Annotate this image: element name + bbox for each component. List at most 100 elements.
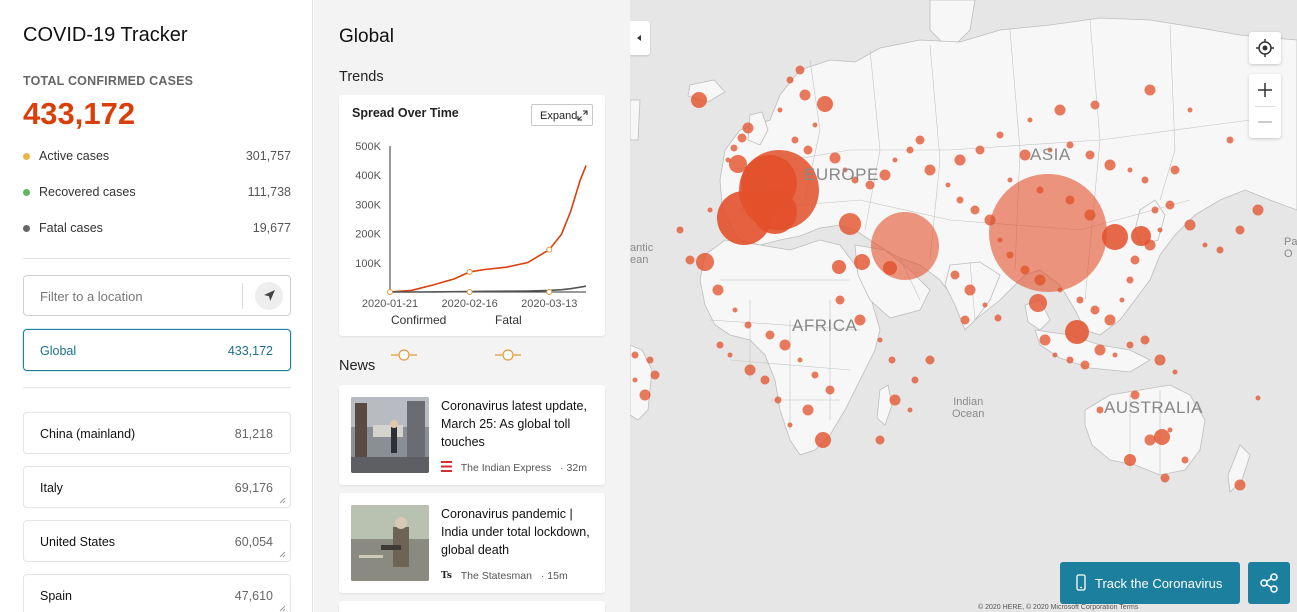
case-bubble[interactable] — [1027, 117, 1033, 123]
case-bubble[interactable] — [1020, 265, 1030, 275]
news-card[interactable] — [339, 601, 605, 612]
case-bubble[interactable] — [730, 144, 738, 152]
case-bubble[interactable] — [725, 157, 731, 163]
case-bubble[interactable] — [875, 435, 885, 445]
case-bubble[interactable] — [676, 226, 684, 234]
case-bubble[interactable] — [1052, 352, 1058, 358]
case-bubble[interactable] — [907, 407, 913, 413]
case-bubble[interactable] — [742, 122, 754, 134]
case-bubble[interactable] — [1084, 209, 1096, 221]
case-bubble[interactable] — [996, 131, 1004, 139]
case-bubble[interactable] — [812, 122, 818, 128]
case-bubble[interactable] — [1127, 167, 1133, 173]
case-bubble[interactable] — [1036, 186, 1044, 194]
case-bubble[interactable] — [1255, 395, 1261, 401]
case-bubble[interactable] — [854, 314, 866, 326]
zoom-in-button[interactable] — [1249, 74, 1281, 106]
case-bubble[interactable] — [1119, 297, 1125, 303]
case-bubble[interactable] — [964, 284, 976, 296]
case-bubble[interactable] — [956, 196, 964, 204]
case-bubble[interactable] — [997, 237, 1003, 243]
location-filter-input[interactable]: Filter to a location — [40, 289, 143, 304]
case-bubble[interactable] — [924, 164, 936, 176]
case-bubble[interactable] — [646, 356, 654, 364]
case-bubble[interactable] — [1144, 434, 1156, 446]
case-bubble[interactable] — [639, 389, 651, 401]
case-bubble[interactable] — [707, 207, 713, 213]
case-bubble[interactable] — [712, 284, 724, 296]
case-bubble[interactable] — [1054, 104, 1066, 116]
case-bubble[interactable] — [1080, 360, 1090, 370]
case-bubble[interactable] — [1126, 341, 1134, 349]
case-bubble[interactable] — [1102, 224, 1128, 250]
case-bubble[interactable] — [1165, 200, 1175, 210]
case-bubble[interactable] — [970, 205, 980, 215]
case-bubble[interactable] — [975, 145, 985, 155]
case-bubble[interactable] — [1160, 473, 1170, 483]
case-bubble[interactable] — [892, 157, 898, 163]
case-bubble[interactable] — [842, 167, 848, 173]
case-bubble[interactable] — [729, 155, 747, 173]
news-card[interactable]: Coronavirus pandemic | India under total… — [339, 493, 605, 593]
case-bubble[interactable] — [1104, 314, 1116, 326]
case-bubble[interactable] — [787, 422, 793, 428]
case-bubble[interactable] — [1151, 206, 1159, 214]
location-filter[interactable]: Filter to a location — [23, 275, 291, 316]
locate-button[interactable] — [1249, 32, 1281, 64]
case-bubble[interactable] — [1235, 225, 1245, 235]
case-bubble[interactable] — [803, 145, 813, 155]
news-card[interactable]: Coronavirus latest update, March 25: As … — [339, 385, 605, 485]
case-bubble[interactable] — [765, 330, 775, 340]
case-bubble[interactable] — [954, 154, 966, 166]
case-bubble[interactable] — [865, 180, 875, 190]
case-bubble[interactable] — [839, 213, 861, 235]
case-bubble[interactable] — [777, 107, 783, 113]
case-bubble[interactable] — [799, 89, 811, 101]
case-bubble[interactable] — [825, 385, 835, 395]
case-bubble[interactable] — [883, 261, 897, 275]
case-bubble[interactable] — [1170, 165, 1180, 175]
case-bubble[interactable] — [1252, 204, 1264, 216]
case-bubble[interactable] — [1172, 369, 1178, 375]
case-bubbles[interactable] — [631, 65, 1264, 491]
case-bubble[interactable] — [1202, 242, 1208, 248]
case-bubble[interactable] — [1085, 150, 1095, 160]
case-bubble[interactable] — [1034, 274, 1046, 286]
case-bubble[interactable] — [1104, 159, 1116, 171]
case-bubble[interactable] — [1181, 456, 1189, 464]
case-bubble[interactable] — [889, 394, 901, 406]
case-bubble[interactable] — [1154, 354, 1166, 366]
case-bubble[interactable] — [982, 302, 988, 308]
share-button[interactable] — [1248, 562, 1290, 604]
location-card-global[interactable]: Global 433,172 — [23, 329, 291, 371]
case-bubble[interactable] — [1006, 251, 1014, 259]
case-bubble[interactable] — [915, 135, 925, 145]
case-bubble[interactable] — [1226, 136, 1234, 144]
locate-me-button[interactable] — [255, 282, 283, 310]
case-bubble[interactable] — [1047, 147, 1053, 153]
case-bubble[interactable] — [1094, 344, 1106, 356]
case-bubble[interactable] — [1090, 305, 1100, 315]
case-bubble[interactable] — [835, 295, 845, 305]
world-map[interactable]: ASIA EUROPE AFRICA AUSTRALIA antic ean I… — [630, 0, 1297, 612]
location-card-spain[interactable]: Spain 47,610 — [23, 574, 291, 612]
case-bubble[interactable] — [1141, 176, 1149, 184]
case-bubble[interactable] — [632, 377, 638, 383]
case-bubble[interactable] — [1019, 149, 1031, 161]
case-bubble[interactable] — [631, 351, 639, 359]
case-bubble[interactable] — [786, 76, 794, 84]
case-bubble[interactable] — [753, 190, 797, 234]
case-bubble[interactable] — [1157, 227, 1163, 233]
case-bubble[interactable] — [760, 375, 770, 385]
case-bubble[interactable] — [716, 341, 724, 349]
case-bubble[interactable] — [1065, 195, 1075, 205]
case-bubble[interactable] — [1090, 100, 1100, 110]
case-bubble[interactable] — [732, 307, 738, 313]
news-headline[interactable]: Coronavirus latest update, March 25: As … — [441, 399, 587, 449]
case-bubble[interactable] — [802, 404, 814, 416]
case-bubble[interactable] — [877, 337, 883, 343]
case-bubble[interactable] — [854, 254, 870, 270]
map-canvas[interactable] — [630, 0, 1297, 612]
case-bubble[interactable] — [811, 371, 819, 379]
case-bubble[interactable] — [797, 357, 803, 363]
